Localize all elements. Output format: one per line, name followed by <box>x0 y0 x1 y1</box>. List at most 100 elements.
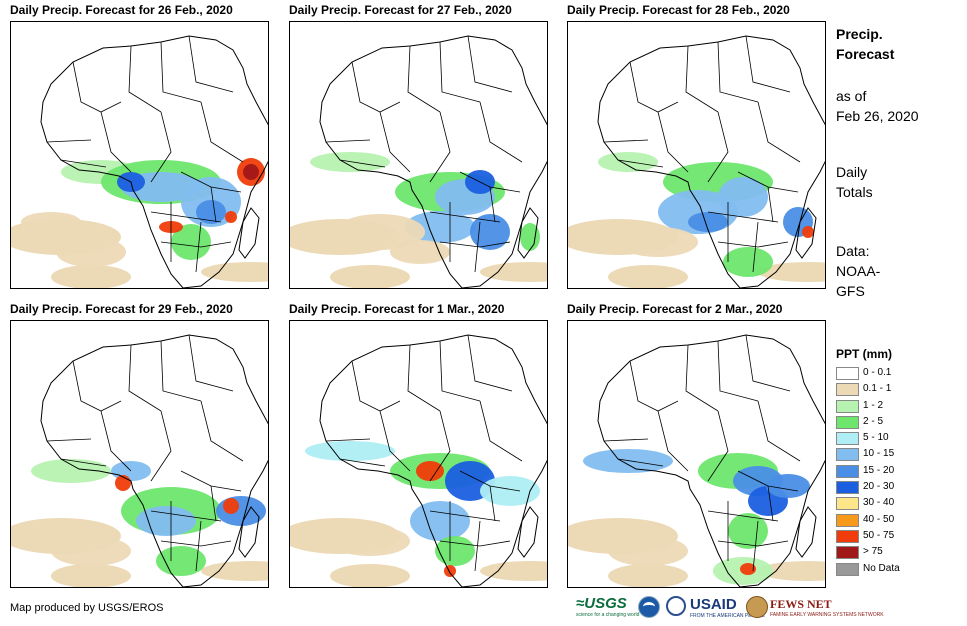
side-title-line1: Precip. <box>836 26 883 42</box>
precip-area <box>51 536 131 566</box>
map-canvas <box>290 334 547 587</box>
country-border <box>474 221 481 273</box>
country-border <box>188 35 234 93</box>
precip-area <box>330 526 410 556</box>
africa-outline <box>319 334 547 587</box>
country-border <box>429 111 451 183</box>
precip-area <box>171 224 211 260</box>
africa-outline <box>40 334 268 587</box>
precip-area <box>51 564 131 587</box>
country-border <box>439 241 511 248</box>
forecast-panel-6: Daily Precip. Forecast for 2 Mar., 2020 <box>567 302 827 592</box>
precip-area <box>583 449 673 473</box>
usaid-logo: USAID <box>690 596 737 613</box>
legend-swatch <box>836 497 859 511</box>
precip-area <box>444 565 456 577</box>
country-border <box>46 438 92 442</box>
legend-swatch <box>836 367 859 380</box>
legend-swatch <box>836 399 859 413</box>
nasa-logo-icon <box>666 596 686 616</box>
precip-area <box>416 461 444 481</box>
precip-area <box>51 265 131 288</box>
precip-area <box>766 474 810 498</box>
precip-area <box>758 262 825 282</box>
country-border <box>325 438 371 442</box>
panel-title: Daily Precip. Forecast for 1 Mar., 2020 <box>289 302 505 316</box>
country-border <box>707 410 729 482</box>
africa-precip-map <box>10 320 269 588</box>
madagascar-outline <box>795 506 817 558</box>
precip-area <box>56 237 126 267</box>
africa-precip-map <box>567 21 826 289</box>
country-border <box>657 111 689 173</box>
country-border <box>439 41 481 103</box>
country-border <box>429 510 501 522</box>
legend-swatch <box>836 546 859 560</box>
precip-area <box>723 247 773 277</box>
country-border <box>767 186 774 223</box>
country-border <box>60 458 107 467</box>
country-border <box>717 41 759 103</box>
totals-note: Daily Totals <box>836 162 873 202</box>
precip-area <box>305 441 395 461</box>
country-border <box>160 241 232 248</box>
panel-title: Daily Precip. Forecast for 2 Mar., 2020 <box>567 302 783 316</box>
country-border <box>160 540 232 547</box>
precip-area <box>201 561 268 581</box>
country-border <box>429 211 501 223</box>
legend-label: 20 - 30 <box>863 481 895 493</box>
country-border <box>72 360 122 412</box>
precip-area <box>618 227 698 257</box>
country-border <box>629 360 679 412</box>
legend-label: 5 - 10 <box>863 432 889 444</box>
map-canvas <box>568 334 825 587</box>
country-border <box>150 111 172 183</box>
fews-globe-icon <box>746 596 768 618</box>
country-border <box>407 45 441 113</box>
legend-label: 0 - 0.1 <box>863 367 892 378</box>
precip-area <box>330 564 410 587</box>
legend-swatch <box>836 448 859 462</box>
country-border <box>479 400 523 462</box>
country-border <box>439 340 481 402</box>
country-border <box>603 139 649 143</box>
panel-title: Daily Precip. Forecast for 28 Feb., 2020 <box>567 3 790 17</box>
noaa-logo-icon <box>638 596 660 618</box>
precip-area <box>31 459 111 483</box>
country-border <box>150 510 222 522</box>
africa-precip-map <box>10 21 269 289</box>
legend-label: 15 - 20 <box>863 464 895 476</box>
africa-outline <box>597 334 825 587</box>
country-border <box>685 45 719 113</box>
precip-area <box>335 214 425 250</box>
precip-area <box>802 226 814 238</box>
forecast-panel-4: Daily Precip. Forecast for 29 Feb., 2020 <box>10 302 270 592</box>
madagascar-outline <box>238 506 260 558</box>
country-border <box>339 458 386 467</box>
country-border <box>100 111 132 173</box>
country-border <box>160 41 202 103</box>
usgs-tagline: science for a changing world <box>576 612 640 618</box>
africa-outline <box>40 35 268 288</box>
country-border <box>717 241 789 248</box>
legend-label: 40 - 50 <box>863 513 895 525</box>
country-border <box>210 485 217 522</box>
panel-title: Daily Precip. Forecast for 26 Feb., 2020 <box>10 3 233 17</box>
forecast-panel-5: Daily Precip. Forecast for 1 Mar., 2020 <box>289 302 549 592</box>
country-border <box>489 485 496 522</box>
totals-line2: Totals <box>836 184 873 200</box>
legend-label: 50 - 75 <box>863 529 895 541</box>
country-border <box>717 540 789 547</box>
precip-area <box>480 561 547 581</box>
precip-area <box>470 214 510 250</box>
map-credit: Map produced by USGS/EROS <box>10 602 164 614</box>
legend-swatch <box>836 415 859 429</box>
country-border <box>200 400 244 462</box>
country-border <box>150 211 222 223</box>
country-border <box>767 485 774 522</box>
country-border <box>479 101 523 163</box>
data-source-line3: GFS <box>836 283 865 299</box>
usaid-tagline: FROM THE AMERICAN PEOPLE <box>690 613 765 619</box>
country-border <box>46 139 92 143</box>
madagascar-outline <box>238 207 260 259</box>
